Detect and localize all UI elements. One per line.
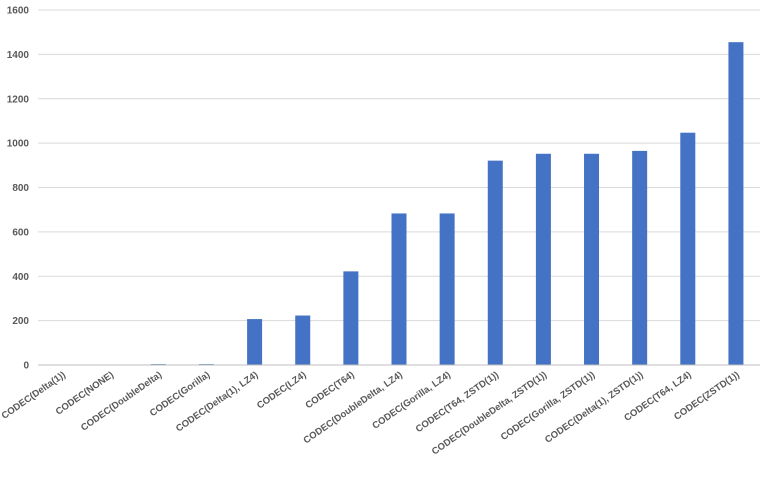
y-tick-label: 600 [12,227,29,238]
bar [584,153,600,365]
y-tick-label: 1400 [7,50,30,61]
y-tick-label: 1000 [7,139,30,150]
y-tick-label: 200 [12,316,29,327]
x-tick-label: CODEC(Gorilla, LZ4) [370,369,452,431]
bar [632,150,648,365]
bar [343,271,359,365]
x-tick-label: CODEC(DoubleDelta) [79,369,164,433]
y-tick-label: 1200 [7,94,30,105]
x-tick-label: CODEC(Delta(1), ZSTD(1)) [543,369,645,445]
x-axis-tick-labels: CODEC(Delta(1))CODEC(NONE)CODEC(DoubleDe… [0,369,742,457]
x-tick-label: CODEC(Delta(1), LZ4) [174,369,260,434]
x-tick-label: CODEC(Gorilla, ZSTD(1)) [499,369,597,442]
y-tick-label: 0 [23,361,29,372]
x-tick-label: CODEC(LZ4) [255,369,308,411]
bar [680,132,696,365]
y-axis-tick-labels: 0 200 400 600 800 1000 1200 1400 1600 [7,6,30,372]
bar [728,42,744,365]
bars [150,42,744,365]
x-tick-label: CODEC(T64, ZSTD(1)) [414,369,501,435]
bar [247,319,263,365]
y-tick-label: 800 [12,183,29,194]
y-tick-label: 1600 [7,6,30,17]
y-tick-label: 400 [12,272,29,283]
x-tick-label: CODEC(DoubleDelta, LZ4) [302,369,405,446]
bar [535,153,551,365]
bar [487,160,503,365]
bar [391,213,407,365]
bar [439,213,455,365]
bar [295,315,311,365]
